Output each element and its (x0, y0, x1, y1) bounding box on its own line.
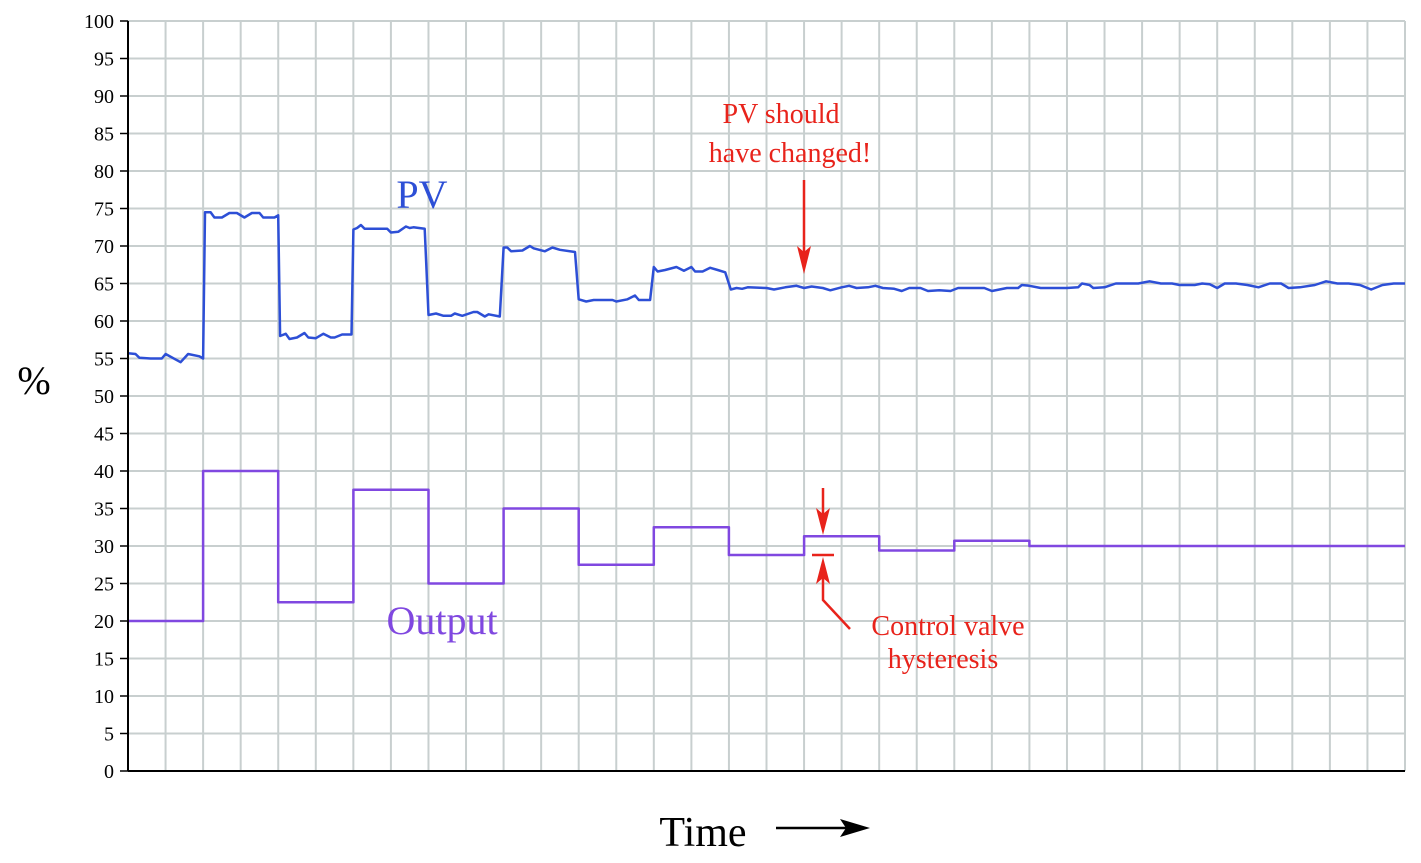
y-tick-label: 5 (104, 724, 114, 746)
series-layer (127, 211, 1405, 623)
grid (127, 20, 1406, 772)
y-tick-label: 65 (94, 274, 114, 296)
pv-series-line (127, 211, 1405, 364)
pv-series-label: PV (396, 172, 447, 217)
y-tick-label: 60 (94, 311, 114, 333)
output-series-label: Output (386, 598, 497, 643)
y-tick-label: 95 (94, 49, 114, 71)
y-tick-label: 20 (94, 611, 114, 633)
pv-note-line-2: have changed! (709, 138, 871, 169)
output-series-line (128, 469, 1405, 623)
y-tick-label: 85 (94, 124, 114, 146)
x-axis-label: Time (659, 810, 746, 856)
y-tick-label: 70 (94, 236, 114, 258)
y-tick-label: 25 (94, 574, 114, 596)
pv-should-have-changed-annotation: PV should have changed! (709, 99, 871, 274)
y-tick-label: 0 (104, 761, 114, 783)
hysteresis-lower-arrow-head-icon (816, 557, 830, 584)
y-tick-label: 15 (94, 649, 114, 671)
control-valve-hysteresis-annotation: Control valve hysteresis (812, 488, 1025, 675)
y-tick-label: 35 (94, 499, 114, 521)
hysteresis-upper-arrow-head-icon (816, 508, 830, 535)
pv-note-arrow-head-icon (797, 246, 811, 274)
y-tick-label: 45 (94, 424, 114, 446)
y-tick-label: 10 (94, 686, 114, 708)
y-tick-label: 100 (84, 11, 114, 33)
y-tick-label: 30 (94, 536, 114, 558)
y-tick-label: 50 (94, 386, 114, 408)
y-tick-label: 90 (94, 86, 114, 108)
hysteresis-note-line-2: hysteresis (888, 644, 998, 675)
y-axis-label: % (17, 358, 50, 403)
hysteresis-note-line-1: Control valve (871, 611, 1024, 642)
y-tick-label: 75 (94, 199, 114, 221)
y-tick-label: 80 (94, 161, 114, 183)
y-tick-labels: 0 5 10 15 20 25 30 35 40 45 50 55 60 65 70 75 80 85 90 95 10… (84, 11, 128, 783)
hysteresis-leader-line (821, 578, 851, 630)
pv-note-line-1: PV should (723, 99, 840, 130)
time-arrow-icon (776, 819, 870, 837)
y-tick-label: 40 (94, 461, 114, 483)
y-tick-label: 55 (94, 349, 114, 371)
